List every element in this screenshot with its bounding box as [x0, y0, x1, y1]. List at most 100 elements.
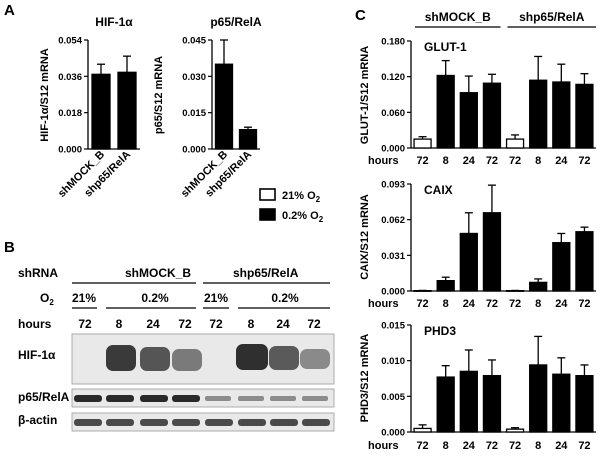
- hif1a-band-8: [300, 349, 330, 369]
- x-tick-label: 72: [578, 155, 590, 167]
- x-tick-label: 24: [463, 298, 476, 310]
- blot-o2-level-4: 0.2%: [271, 291, 299, 305]
- x-tick-label: 72: [486, 298, 498, 310]
- p65-band-2: [106, 395, 134, 402]
- bar: [238, 128, 258, 150]
- chart-title: GLUT-1: [424, 40, 467, 54]
- x-tick-label: 8: [535, 298, 541, 310]
- x-tick-label: 72: [578, 440, 590, 452]
- hif1a-band-7: [269, 346, 299, 370]
- blot-o2-label: O2: [40, 291, 54, 307]
- actin-band-8: [302, 419, 330, 426]
- y-tick-label: 0.000: [182, 145, 206, 156]
- x-tick-label: 72: [416, 155, 428, 167]
- y-tick-label: 0.000: [381, 428, 405, 439]
- bar: [436, 376, 455, 433]
- x-tick-label: 8: [535, 155, 541, 167]
- x-tick-label: 24: [463, 155, 476, 167]
- blot-o2-level-2: 0.2%: [141, 291, 169, 305]
- blot-hour-8: 72: [307, 317, 321, 331]
- bar: [413, 427, 432, 433]
- blot-row-label-actin: β-actin: [18, 413, 57, 427]
- blot-hour-3: 24: [146, 317, 160, 331]
- bar: [529, 79, 548, 149]
- p65-band-8: [302, 396, 328, 401]
- x-tick-label: 72: [509, 440, 521, 452]
- chart-a2: p65/RelA p65/S12 mRNA 0.045 0.030 0.015 0.000…: [153, 15, 262, 200]
- x-tick-label: 72: [509, 155, 521, 167]
- x-tick-label: 24: [463, 440, 476, 452]
- blot-row-label-p65: p65/RelA: [18, 390, 70, 404]
- y-tick-label: 0.000: [381, 144, 405, 155]
- y-axis-label: PHD3/S12 mRNA: [359, 334, 371, 423]
- hif1a-band-4: [172, 349, 202, 371]
- bar: [505, 428, 525, 433]
- bar: [436, 74, 455, 149]
- group-label: shMOCK_B: [425, 10, 491, 24]
- p65-band-6: [238, 396, 264, 401]
- y-tick-label: 0.036: [58, 72, 82, 83]
- panel-label-a: A: [4, 2, 15, 19]
- actin-band-4: [172, 419, 200, 426]
- bar: [117, 71, 137, 150]
- chart-c2: CAIX CAIX/S12 mRNA 0.093 0.062 0.031 0.000hou…: [359, 180, 596, 310]
- x-tick-label: 8: [535, 440, 541, 452]
- bar: [91, 73, 111, 150]
- bar: [413, 138, 432, 149]
- bar: [482, 374, 502, 433]
- x-axis-label: hours: [368, 440, 399, 452]
- actin-band-2: [106, 419, 134, 426]
- blot-hour-7: 24: [276, 317, 290, 331]
- x-tick-label: 8: [443, 440, 449, 452]
- x-axis-label: hours: [368, 298, 399, 310]
- y-tick-label: 0.045: [182, 36, 206, 47]
- y-tick-label: 0.031: [381, 251, 405, 262]
- bar: [529, 364, 548, 433]
- bar: [482, 82, 502, 149]
- y-tick-label: 0.000: [58, 145, 82, 156]
- bar: [436, 279, 455, 292]
- p65-band-7: [270, 396, 296, 401]
- blot-hours-label: hours: [18, 317, 52, 331]
- y-axis-label: CAIX/S12 mRNA: [359, 194, 371, 280]
- bar: [552, 373, 571, 433]
- chart-title: HIF-1α: [95, 15, 133, 29]
- blot-o2-level-3: 21%: [204, 291, 228, 305]
- x-tick-label: 24: [555, 298, 568, 310]
- y-tick-label: 0.015: [182, 108, 206, 119]
- x-tick-label: 8: [443, 155, 449, 167]
- blot-group1-label: shMOCK_B: [125, 266, 191, 280]
- bar: [459, 232, 478, 292]
- western-blot: shRNA shMOCK_B shp65/RelA O2 21% 0.2% 21…: [18, 266, 335, 432]
- blot-hour-6: 8: [248, 317, 255, 331]
- blot-strip-p65: [71, 388, 335, 408]
- legend-swatch-normoxia: [259, 188, 276, 201]
- panel-label-c: C: [355, 7, 366, 24]
- legend: 21% O2 0.2% O2: [259, 188, 324, 224]
- actin-band-7: [270, 419, 298, 426]
- p65-band-4: [172, 395, 200, 402]
- x-tick-label: 72: [416, 298, 428, 310]
- chart-title: CAIX: [424, 183, 453, 197]
- x-tick-label: 24: [555, 440, 568, 452]
- legend-label-normoxia: 21% O2: [282, 190, 321, 204]
- y-tick-label: 0.018: [58, 108, 82, 119]
- blot-hour-5: 72: [209, 317, 223, 331]
- chart-c3: PHD3 PHD3/S12 mRNA 0.015 0.010 0.005 0.000hou…: [359, 321, 596, 452]
- p65-band-5: [205, 396, 231, 401]
- x-axis-label: hours: [368, 155, 399, 167]
- chart-title: p65/RelA: [210, 15, 262, 29]
- y-tick-label: 0.030: [182, 72, 206, 83]
- p65-band-1: [74, 395, 102, 402]
- y-tick-label: 0.000: [381, 287, 405, 298]
- y-tick-label: 0.060: [381, 108, 405, 119]
- y-tick-label: 0.062: [381, 215, 405, 226]
- blot-shrna-label: shRNA: [18, 266, 58, 280]
- bar: [575, 231, 594, 292]
- y-axis-label: GLUT-1/S12 mRNA: [359, 46, 371, 144]
- actin-band-6: [238, 419, 266, 426]
- blot-strip-actin: [71, 412, 335, 432]
- hif1a-band-6: [236, 344, 268, 370]
- bar: [575, 83, 594, 149]
